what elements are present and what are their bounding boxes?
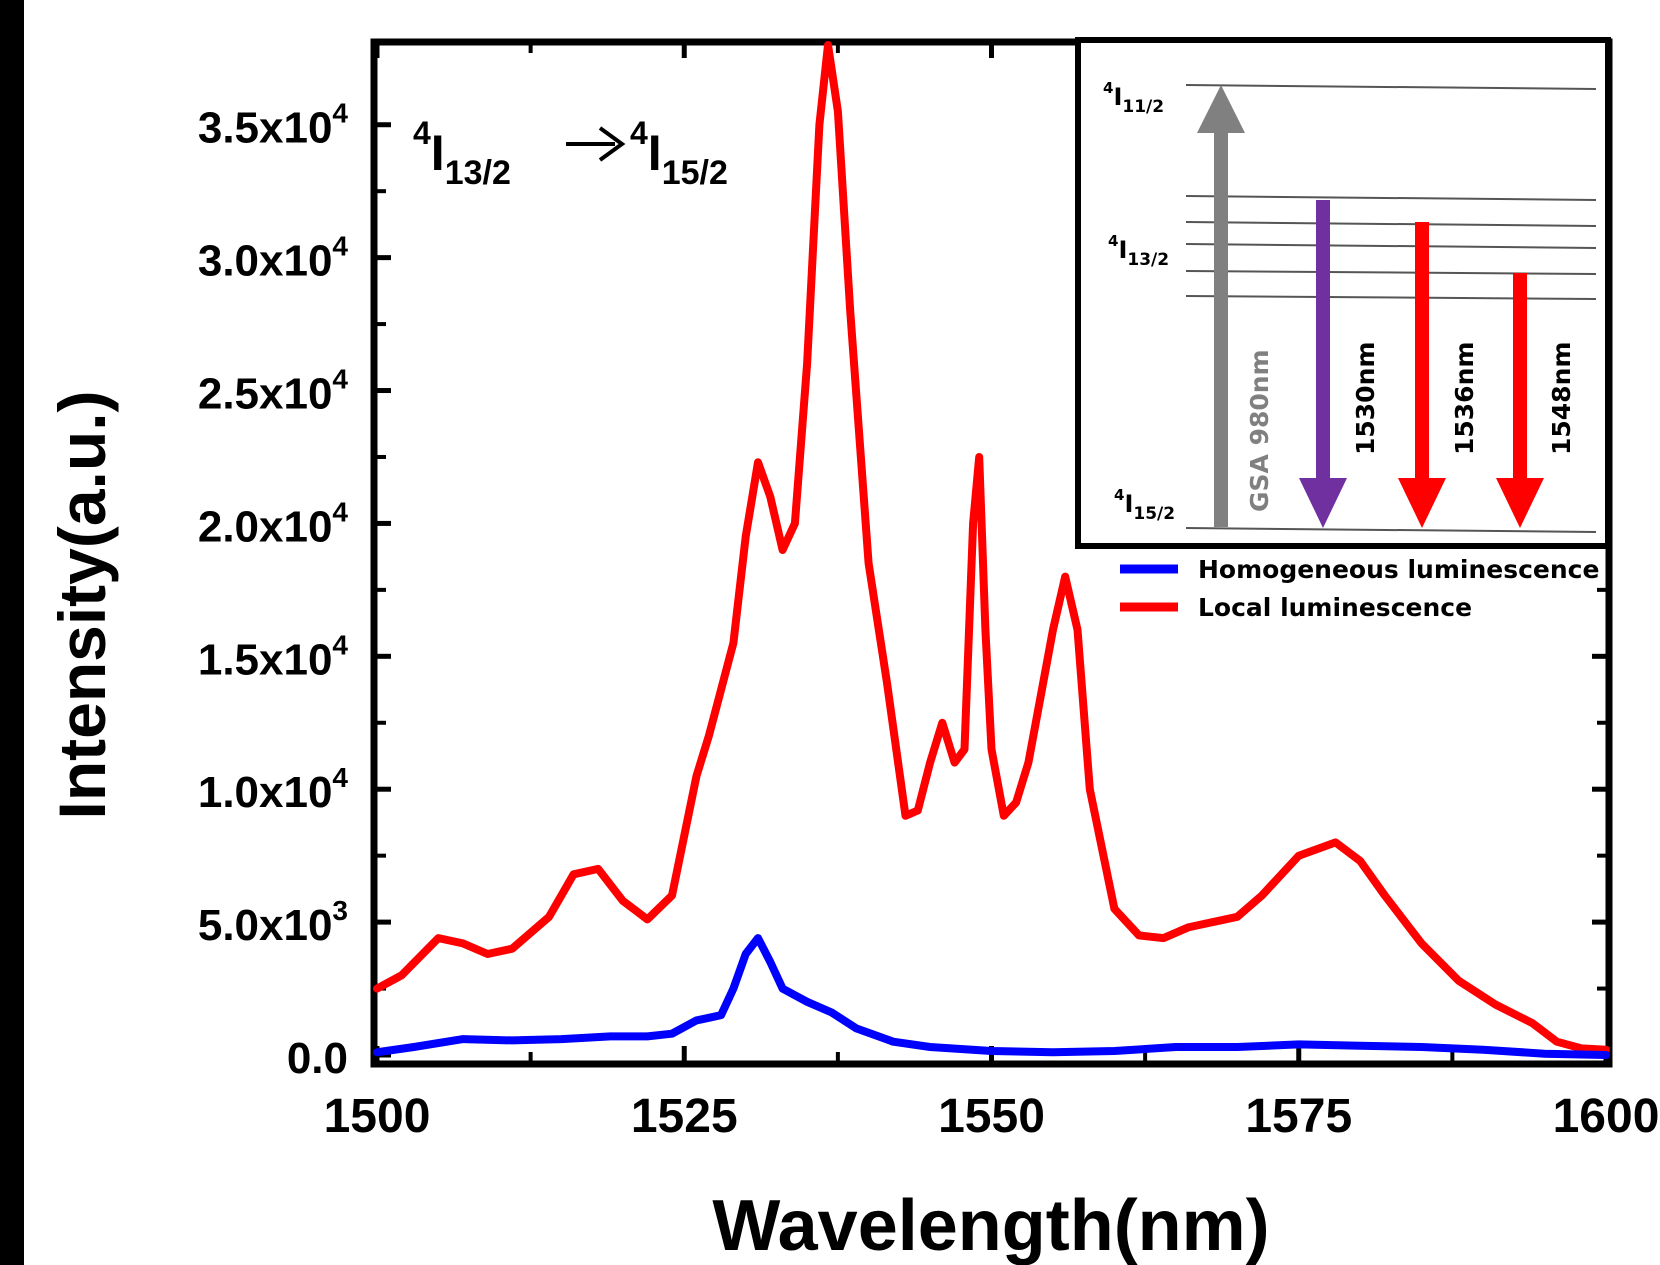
y-tick-label: 5.0x103 xyxy=(198,895,348,950)
y-tick-label: 0.0 xyxy=(287,1034,348,1083)
x-tick-label: 1600 xyxy=(1553,1090,1660,1143)
level-top-base: I xyxy=(1113,83,1122,111)
arrow-1530nm-label: 1530nm xyxy=(1351,342,1380,455)
level-ground-sup: 4 xyxy=(1114,486,1124,504)
y-tick-label: 2.5x104 xyxy=(198,364,349,419)
legend: Homogeneous luminescence Local luminesce… xyxy=(1120,555,1599,622)
transition-upper-sub: 13/2 xyxy=(445,154,511,192)
svg-text:4I13/2: 4I13/2 xyxy=(413,115,511,192)
svg-text:4I11/2: 4I11/2 xyxy=(1103,79,1164,117)
arrow-1536nm: 1536nm xyxy=(1398,222,1479,528)
level-mid-base: I xyxy=(1118,236,1127,264)
y-axis-title: Intensity(a.u.) xyxy=(45,390,119,819)
transition-arrow-head xyxy=(598,126,626,162)
level-top-sub: 11/2 xyxy=(1122,97,1164,117)
transition-lower-sub: 15/2 xyxy=(662,154,728,192)
svg-text:4I15/2: 4I15/2 xyxy=(630,115,728,192)
x-axis-title: Wavelength(nm) xyxy=(712,1186,1269,1265)
x-tick-label: 1575 xyxy=(1245,1090,1352,1143)
legend-label-homogeneous: Homogeneous luminescence xyxy=(1198,555,1599,584)
series-line-homogeneous-luminescence xyxy=(373,934,1610,1059)
level-ground-base: I xyxy=(1124,490,1133,518)
svg-text:4I15/2: 4I15/2 xyxy=(1114,486,1175,524)
svg-text:4I13/2: 4I13/2 xyxy=(1108,232,1169,270)
gsa-arrow-label: GSA 980nm xyxy=(1245,349,1274,512)
arrow-1530nm: 1530nm xyxy=(1299,200,1380,528)
y-tick-label: 1.5x104 xyxy=(198,629,349,684)
left-edge-bar xyxy=(0,0,24,1265)
level-mid-sub: 13/2 xyxy=(1127,250,1169,270)
transition-lower-sup: 4 xyxy=(630,115,648,151)
level-mid-sup: 4 xyxy=(1108,232,1118,250)
energy-level-inset: 4I11/2 4I13/2 4I15/2 GSA 980nm 1530nm 15… xyxy=(1075,37,1611,549)
series-layer xyxy=(373,41,1610,1059)
axis-tick-labels: 1500 1525 1550 1575 1600 0.0 5.0x103 1.0x104 1.5… xyxy=(198,98,1660,1143)
y-tick-label: 3.5x104 xyxy=(198,98,349,153)
transition-upper-sup: 4 xyxy=(413,115,431,151)
x-tick-label: 1550 xyxy=(938,1090,1045,1143)
level-ground-sub: 15/2 xyxy=(1133,504,1175,524)
series-line-local-luminescence xyxy=(373,41,1610,1054)
y-tick-label: 3.0x104 xyxy=(198,231,349,286)
y-tick-label: 2.0x104 xyxy=(198,496,349,551)
y-tick-label: 1.0x104 xyxy=(198,762,349,817)
transition-lower-base: I xyxy=(648,125,662,181)
arrow-1548nm: 1548nm xyxy=(1496,273,1576,528)
legend-label-local: Local luminescence xyxy=(1198,593,1472,622)
transition-annotation: 4I13/2 4I15/2 xyxy=(413,115,728,192)
transition-upper-base: I xyxy=(431,125,445,181)
gsa-arrow: GSA 980nm xyxy=(1197,85,1274,527)
x-tick-label: 1525 xyxy=(631,1090,738,1143)
arrow-1548nm-label: 1548nm xyxy=(1547,342,1576,455)
energy-level-lines xyxy=(1185,84,1597,533)
x-tick-label: 1500 xyxy=(324,1090,431,1143)
plot-frame xyxy=(370,38,1613,1068)
arrow-1536nm-label: 1536nm xyxy=(1450,342,1479,455)
level-top-sup: 4 xyxy=(1103,79,1113,97)
